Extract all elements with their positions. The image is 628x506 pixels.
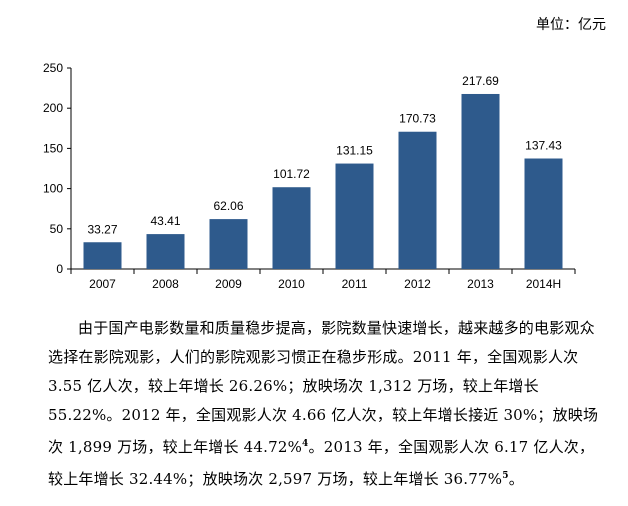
paragraph-text: 由于国产电影数量和质量稳步提高，影院数量快速增长，越来越多的电影观众选择在影院观…: [48, 314, 608, 494]
x-tick-label-2009: 2009: [215, 277, 242, 291]
footnote-5: 5: [502, 471, 509, 481]
value-label-2010: 101.72: [273, 167, 310, 181]
footnote-4: 4: [302, 439, 309, 449]
bar-2007: [83, 242, 122, 269]
y-tick-label-200: 200: [43, 101, 63, 115]
value-label-2013: 217.69: [462, 74, 499, 88]
paragraph-text-part-3: 。: [508, 470, 524, 488]
y-tick-label-250: 250: [43, 61, 63, 75]
x-tick-label-2012: 2012: [404, 277, 431, 291]
x-tick-label-2010: 2010: [278, 277, 305, 291]
x-tick-label-2014H: 2014H: [526, 277, 561, 291]
paragraph-text-part-2: 。2013 年，全国观影人次 6.17 亿人次，较上年增长 32.44%；放映场…: [48, 438, 595, 488]
x-tick-label-2011: 2011: [342, 277, 368, 291]
y-tick-label-100: 100: [43, 182, 63, 196]
paragraph-text-part-1: 由于国产电影数量和质量稳步提高，影院数量快速增长，越来越多的电影观众选择在影院观…: [48, 319, 599, 456]
bar-2013: [461, 93, 500, 270]
value-label-2009: 62.06: [213, 199, 243, 213]
x-tick-label-2008: 2008: [152, 277, 179, 291]
x-tick-label-2007: 2007: [89, 277, 116, 291]
x-tick-label-2013: 2013: [467, 277, 494, 291]
value-label-2012: 170.73: [399, 112, 436, 126]
bar-2011: [335, 163, 374, 269]
y-tick-label-0: 0: [56, 262, 63, 276]
y-tick-label-150: 150: [43, 141, 63, 155]
bar-2010: [272, 187, 311, 269]
bar-2009: [209, 219, 248, 269]
value-label-2008: 43.41: [150, 214, 180, 228]
body-paragraph: 由于国产电影数量和质量稳步提高，影院数量快速增长，越来越多的电影观众选择在影院观…: [48, 314, 608, 494]
y-tick-label-50: 50: [50, 222, 64, 236]
unit-label: 单位：亿元: [536, 17, 606, 33]
value-label-2007: 33.27: [87, 222, 117, 236]
bar-2008: [146, 234, 185, 269]
bar-chart: 0 50 100 150 200 250 33.27 2007 43.41 2008 62.06 20…: [43, 61, 576, 291]
value-label-2011: 131.15: [336, 144, 373, 158]
bar-2012: [398, 131, 437, 269]
bar-2014H: [524, 158, 563, 269]
value-label-2014H: 137.43: [525, 139, 562, 153]
